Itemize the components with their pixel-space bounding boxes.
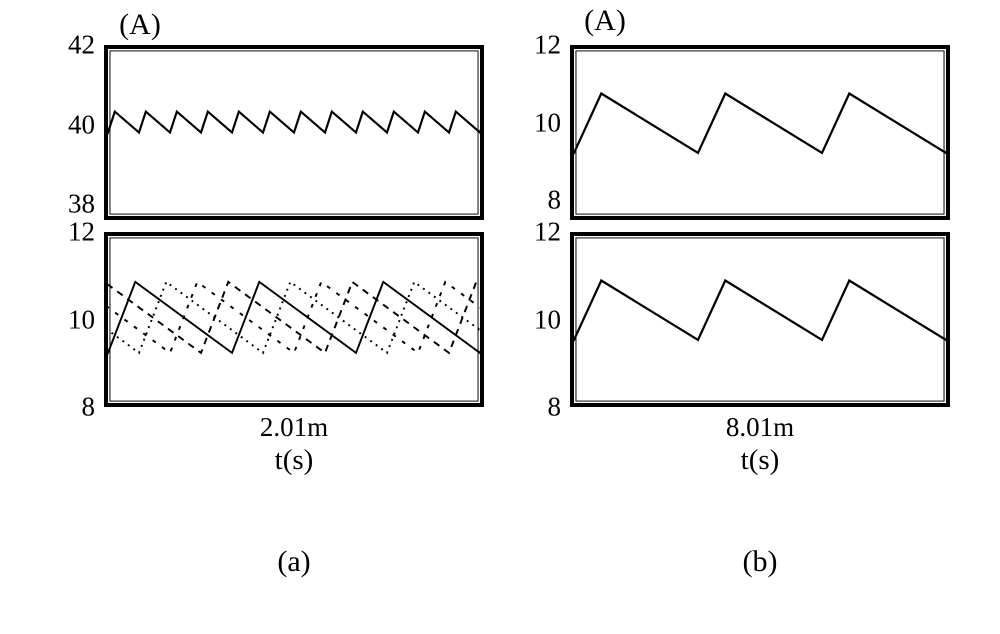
panel-b-bottom-svg bbox=[574, 236, 946, 403]
panel-a-bottom bbox=[104, 232, 484, 407]
unit-label-b: (A) bbox=[584, 4, 626, 38]
xlabel-a: t(s) bbox=[275, 444, 314, 477]
sub-label-a: (a) bbox=[277, 545, 310, 579]
ytick: 40 bbox=[35, 110, 95, 141]
ytick: 10 bbox=[501, 305, 561, 336]
ytick: 38 bbox=[35, 189, 95, 220]
ytick: 8 bbox=[35, 392, 95, 423]
panel-b-top-svg bbox=[574, 49, 946, 216]
ytick: 12 bbox=[501, 30, 561, 61]
xtick-b: 8.01m bbox=[726, 412, 794, 443]
ytick: 10 bbox=[35, 305, 95, 336]
sub-label-b: (b) bbox=[743, 545, 778, 579]
xlabel-b: t(s) bbox=[741, 444, 780, 477]
ytick: 8 bbox=[501, 185, 561, 216]
panel-b-top bbox=[570, 45, 950, 220]
panel-a-bottom-svg bbox=[108, 236, 480, 403]
unit-label-a: (A) bbox=[119, 8, 161, 42]
xtick-a: 2.01m bbox=[260, 412, 328, 443]
ytick: 8 bbox=[501, 392, 561, 423]
series-phase-3 bbox=[0, 282, 666, 353]
ytick: 10 bbox=[501, 108, 561, 139]
panel-a-top bbox=[104, 45, 484, 220]
series-sum-current bbox=[77, 112, 542, 133]
figure: { "layout": { "panels": { "a_top": { "x"… bbox=[0, 0, 1000, 634]
ytick: 12 bbox=[501, 217, 561, 248]
panel-b-bottom bbox=[570, 232, 950, 407]
panel-a-top-svg bbox=[108, 49, 480, 216]
ytick: 42 bbox=[35, 30, 95, 61]
ytick: 12 bbox=[35, 217, 95, 248]
